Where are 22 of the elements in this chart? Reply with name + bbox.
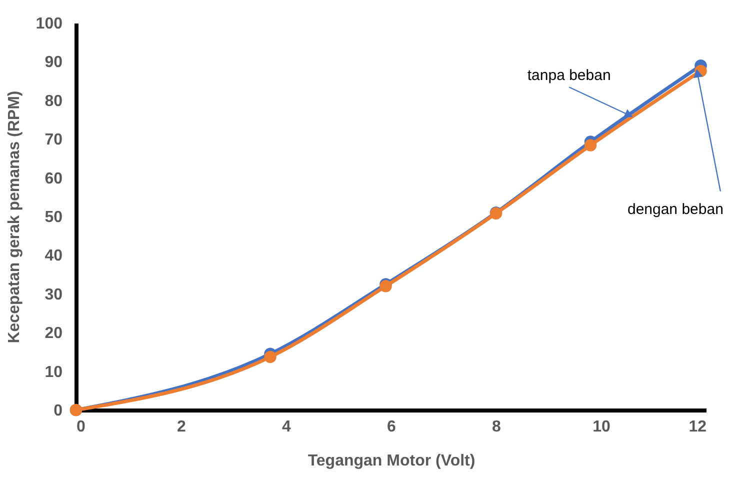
y-tick-label: 30 bbox=[44, 286, 63, 304]
x-tick-label: 12 bbox=[688, 418, 707, 436]
y-axis-title: Kecepatan gerak pemanas (RPM) bbox=[6, 90, 23, 344]
x-tick-label: 2 bbox=[177, 418, 186, 436]
text: dengan beban bbox=[627, 201, 724, 218]
y-tick-label: 80 bbox=[44, 92, 63, 110]
y-tick-label: 0 bbox=[54, 402, 63, 420]
y-tick-label: 100 bbox=[36, 16, 63, 32]
y-tick-label: 90 bbox=[44, 54, 63, 72]
x-tick-label: 4 bbox=[282, 418, 292, 436]
x-tick-label: 6 bbox=[387, 418, 396, 436]
x-tick-label: 0 bbox=[76, 418, 86, 436]
x-tick-label: 8 bbox=[492, 418, 502, 436]
y-tick-label: 60 bbox=[44, 170, 63, 188]
y-tick-label: 10 bbox=[44, 364, 63, 381]
x-axis-title: Tegangan Motor (Volt) bbox=[308, 452, 476, 470]
y-tick-label: 40 bbox=[44, 248, 63, 265]
x-tick-label: 10 bbox=[592, 418, 610, 436]
y-tick-label: 50 bbox=[44, 209, 63, 226]
y-tick-label: 70 bbox=[44, 132, 63, 149]
text: tanpa beban bbox=[527, 67, 611, 84]
y-tick-label: 20 bbox=[44, 325, 63, 342]
